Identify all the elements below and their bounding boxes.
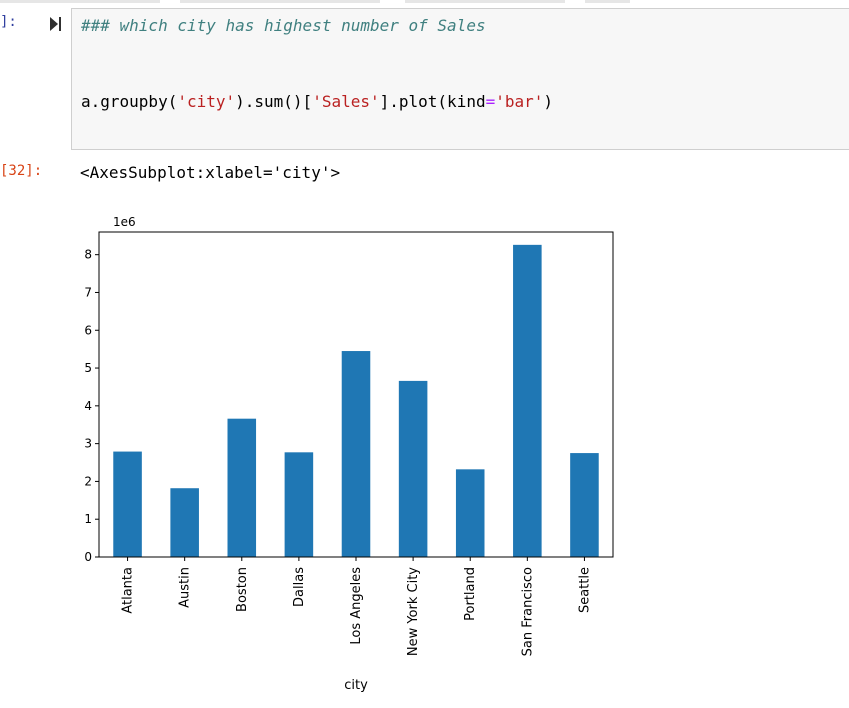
x-axis-label: city — [344, 678, 368, 693]
code-string: 'bar' — [495, 92, 544, 111]
output-prompt: [32]: — [0, 163, 43, 179]
y-tick-label: 3 — [84, 437, 92, 451]
bar-chart: 0 1 2 3 4 5 6 7 8 Atlanta Austin Boston Dallas Los A… — [84, 215, 614, 693]
toolbar-segment — [0, 0, 160, 3]
bar — [513, 244, 542, 557]
toolbar-segment — [585, 0, 630, 3]
bar — [570, 453, 599, 557]
code-token: ).sum()[ — [235, 92, 313, 111]
x-tick-label: Austin — [178, 567, 193, 608]
toolbar-segment — [180, 0, 380, 3]
code-line: a.groupby('city').sum()['Sales'].plot(ki… — [81, 92, 553, 111]
scale-label: 1e6 — [113, 215, 136, 229]
y-tick-label: 2 — [84, 474, 92, 488]
code-cell-input[interactable]: ### which city has highest number of Sal… — [71, 8, 849, 150]
code-operator: = — [485, 92, 496, 111]
x-tick-label: San Francisco — [520, 567, 535, 656]
bar — [113, 451, 142, 557]
bar — [398, 380, 428, 557]
y-tick-label: 8 — [84, 248, 92, 262]
x-tick-label: Boston — [235, 567, 250, 612]
x-tick-label: Dallas — [292, 567, 307, 607]
code-token: ) — [543, 92, 554, 111]
code-token: a.groupby( — [81, 92, 178, 111]
x-tick-label: Los Angeles — [349, 567, 364, 645]
y-tick-label: 4 — [84, 399, 92, 413]
code-comment: ### which city has highest number of Sal… — [81, 16, 486, 35]
bar — [341, 351, 371, 557]
plot-frame — [98, 231, 614, 558]
bar — [227, 418, 257, 557]
y-tick-label: 1 — [84, 512, 92, 526]
bar — [455, 469, 485, 557]
output-text: <AxesSubplot:xlabel='city'> — [80, 163, 341, 182]
y-tick-label: 5 — [84, 361, 92, 375]
code-token: ].plot(kind — [379, 92, 486, 111]
input-prompt: ]: — [0, 14, 17, 30]
bar — [284, 452, 314, 557]
bar — [170, 488, 199, 557]
y-tick-label: 6 — [84, 323, 92, 337]
x-tick-label: Portland — [463, 567, 478, 621]
code-string: 'city' — [177, 92, 236, 111]
x-tick-label: Seattle — [577, 567, 592, 613]
toolbar-segment — [405, 0, 565, 3]
code-string: 'Sales' — [312, 92, 380, 111]
run-cell-icon[interactable] — [47, 16, 63, 32]
y-tick-label: 0 — [84, 550, 92, 564]
y-tick-label: 7 — [84, 285, 92, 299]
previous-cell-edge — [0, 0, 849, 8]
x-tick-label: Atlanta — [121, 567, 136, 614]
x-tick-label: New York City — [406, 567, 421, 656]
